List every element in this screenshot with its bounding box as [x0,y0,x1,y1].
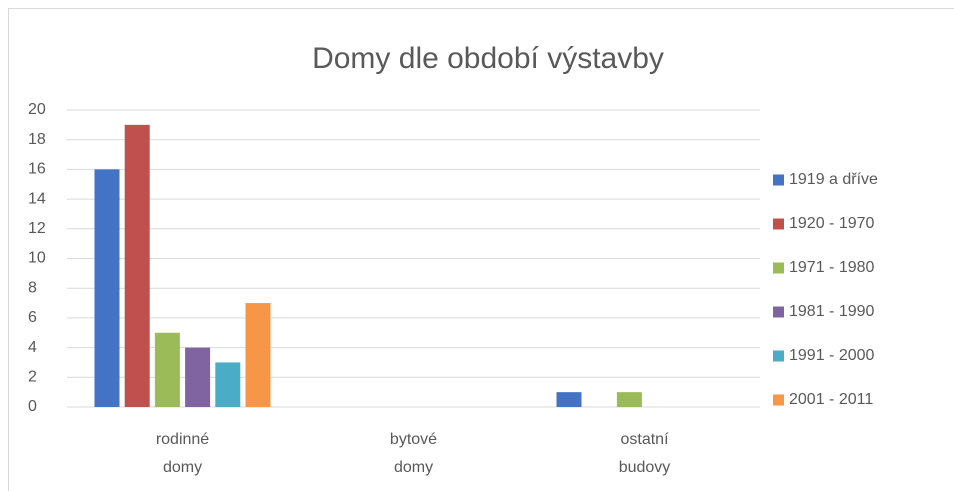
x-tick-label: bytové domy [389,431,438,476]
y-tick-label: 18 [28,131,46,148]
x-tick-label: ostatní budovy [618,431,671,476]
y-tick-label: 14 [28,190,46,207]
bar [616,392,642,407]
legend-label: 1920 - 1970 [789,215,875,232]
legend-swatch [773,174,784,186]
y-tick-label: 12 [28,220,46,237]
y-tick-label: 0 [28,398,37,415]
y-tick-label: 6 [28,309,37,326]
bar [245,303,271,407]
y-tick-label: 2 [28,369,37,386]
legend-label: 1981 - 1990 [789,303,875,320]
y-tick-label: 10 [28,250,46,267]
x-tick-label: rodinné domy [155,431,210,476]
legend-label: 2001 - 2011 [789,391,873,408]
bar [556,392,582,407]
legend-swatch [773,262,784,274]
y-tick-label: 20 [28,101,46,118]
bar [215,362,241,407]
bar [154,332,180,407]
bar [124,124,150,407]
chart-border [8,8,954,491]
y-tick-label: 16 [28,161,46,178]
bar [94,169,120,407]
y-tick-label: 8 [28,279,37,296]
legend-label: 1919 a dříve [789,171,878,188]
legend-swatch [773,306,784,318]
legend-label: 1971 - 1980 [789,259,875,276]
legend-swatch [773,218,784,230]
chart-title: Domy dle období výstavby [312,42,664,75]
legend-label: 1991 - 2000 [789,347,875,364]
y-tick-label: 4 [28,339,37,356]
bar [185,347,211,407]
legend-swatch [773,394,784,406]
legend-swatch [773,350,784,362]
